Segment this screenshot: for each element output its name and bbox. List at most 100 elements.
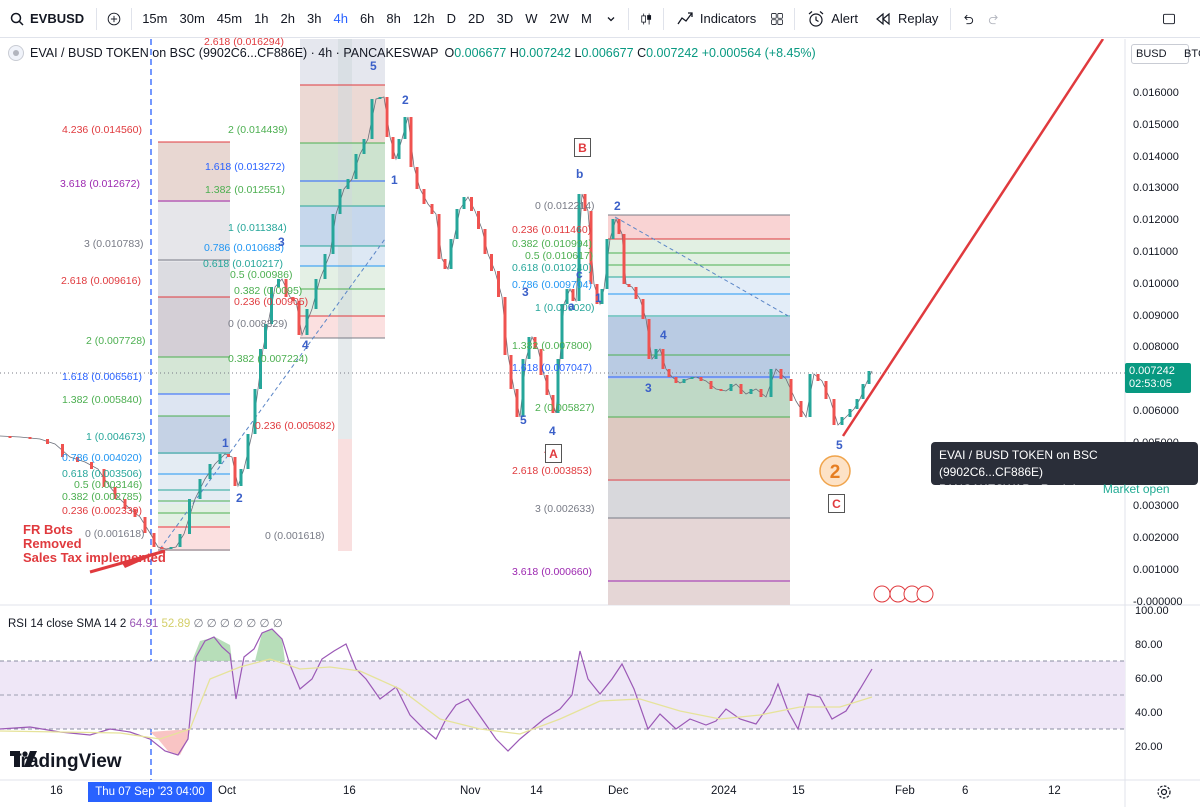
currency-selector[interactable]: BUSD xyxy=(1131,44,1189,64)
candle xyxy=(832,399,836,425)
interval-2w[interactable]: 2W xyxy=(549,11,570,26)
fib-right[interactable] xyxy=(608,214,791,605)
layout-button[interactable] xyxy=(764,5,790,33)
wave-circle-marker[interactable] xyxy=(819,455,851,487)
interval-2d[interactable]: 2D xyxy=(467,11,485,26)
wave-label: 1 xyxy=(595,291,602,305)
fib-label: 0.5 (0.010617) xyxy=(525,250,594,262)
interval-dropdown[interactable] xyxy=(598,5,624,33)
candle xyxy=(490,254,493,271)
chart-type-button[interactable] xyxy=(633,5,659,33)
projection-line xyxy=(841,39,1105,437)
alert-button[interactable]: Alert xyxy=(799,5,866,33)
time-tick: 16 xyxy=(50,785,63,797)
tradingview-logo[interactable]: TradingView xyxy=(10,751,122,773)
fib-zone xyxy=(158,454,230,504)
flag-icon[interactable] xyxy=(916,585,934,603)
indicators-button[interactable]: Indicators xyxy=(668,5,764,33)
interval-m[interactable]: M xyxy=(581,11,592,26)
fullscreen-button[interactable] xyxy=(1156,5,1182,33)
candle xyxy=(617,219,621,234)
interval-3d[interactable]: 3D xyxy=(496,11,514,26)
candle xyxy=(354,154,358,179)
interval-d[interactable]: D xyxy=(446,11,456,26)
fib-left[interactable] xyxy=(158,141,230,551)
fib-label: 0.5 (0.00986) xyxy=(230,269,293,281)
interval-4h[interactable]: 4h xyxy=(333,11,348,26)
divider xyxy=(662,7,664,30)
fib-mid[interactable] xyxy=(300,39,385,551)
rsi-tick: 100.00 xyxy=(1135,605,1169,617)
candle xyxy=(397,139,401,159)
candle xyxy=(855,399,859,409)
fib-zone xyxy=(158,142,230,202)
interval-12h[interactable]: 12h xyxy=(412,11,435,26)
time-tick: 2024 xyxy=(711,785,737,797)
wave-box-label[interactable]: B xyxy=(574,138,591,157)
chart-legend[interactable]: EVAI / BUSD TOKEN on BSC (9902C6...CF886… xyxy=(8,45,816,61)
interval-2h[interactable]: 2h xyxy=(280,11,296,26)
interval-list: 15m 30m 45m 1h 2h 3h 4h 6h 8h 12h D 2D 3D W 2W M xyxy=(136,5,598,33)
wave-box-label[interactable]: C xyxy=(828,494,845,513)
btc-tag: BTC xyxy=(1184,48,1200,60)
fib-label: 0.382 (0.002785) xyxy=(62,491,142,503)
candle xyxy=(291,297,295,301)
rsi-extra: ∅ ∅ ∅ ∅ ∅ ∅ ∅ xyxy=(193,618,283,630)
flag-icon[interactable] xyxy=(873,585,891,603)
candle xyxy=(622,234,626,284)
redo-button[interactable] xyxy=(981,5,1007,33)
tv-logo-icon xyxy=(10,751,37,767)
event-flags[interactable] xyxy=(873,585,934,603)
price-tick: 0.014000 xyxy=(1133,150,1179,163)
fib-label: 2 (0.005827) xyxy=(535,402,595,414)
trend-line xyxy=(159,238,386,550)
interval-w[interactable]: W xyxy=(525,11,538,26)
price-tick: 0.015000 xyxy=(1133,118,1179,131)
fib-label: 0.618 (0.010240) xyxy=(512,262,592,274)
fib-label: 0.786 (0.009704) xyxy=(512,279,592,291)
price-tick: 0.010000 xyxy=(1133,277,1179,290)
replay-button[interactable]: Replay xyxy=(866,5,946,33)
undo-button[interactable] xyxy=(955,5,981,33)
interval-30m[interactable]: 30m xyxy=(179,11,205,26)
fib-zone xyxy=(158,526,230,551)
candle xyxy=(503,297,507,355)
candle xyxy=(378,97,382,99)
wave-label: 1 xyxy=(222,436,229,450)
rsi-oversold-fill xyxy=(150,729,190,755)
rsi-tick: 60.00 xyxy=(1135,673,1163,685)
interval-45m[interactable]: 45m xyxy=(216,11,243,26)
candle xyxy=(674,377,678,383)
candle xyxy=(123,499,127,509)
candle xyxy=(277,279,280,287)
candle xyxy=(654,349,658,359)
fib-zone xyxy=(158,297,230,357)
candle xyxy=(270,287,273,324)
interval-6h[interactable]: 6h xyxy=(359,11,375,26)
chart-area[interactable]: 2 EVAI / B xyxy=(0,36,1200,807)
interval-3h[interactable]: 3h xyxy=(307,11,322,26)
candle xyxy=(297,301,301,335)
fib-zone xyxy=(158,357,230,394)
rsi-legend[interactable]: RSI 14 close SMA 14 2 64.91 52.89 ∅ ∅ ∅ … xyxy=(8,616,283,630)
compare-add-button[interactable] xyxy=(101,5,127,33)
wave-box-label[interactable]: A xyxy=(545,444,562,463)
indicators-icon xyxy=(677,11,693,24)
candle xyxy=(699,377,703,381)
interval-1h[interactable]: 1h xyxy=(254,11,269,26)
rsi-line xyxy=(0,628,873,756)
interval-8h[interactable]: 8h xyxy=(386,11,401,26)
annotation-text[interactable]: FR Bots Removed Sales Tax implemented xyxy=(23,522,166,565)
candle xyxy=(264,324,267,349)
price-chart[interactable]: 2 xyxy=(0,39,1200,807)
candle xyxy=(90,462,93,469)
fib-label: 0.786 (0.010688) xyxy=(204,242,284,254)
price-tick: 0.003000 xyxy=(1133,500,1179,513)
interval-15m[interactable]: 15m xyxy=(142,11,168,26)
candle xyxy=(769,369,773,397)
fib-label: 1.618 (0.006561) xyxy=(62,371,142,383)
candle xyxy=(551,395,555,413)
candle xyxy=(477,211,480,229)
symbol-search[interactable]: EVBUSD xyxy=(0,0,92,38)
fib-zone xyxy=(608,215,790,239)
